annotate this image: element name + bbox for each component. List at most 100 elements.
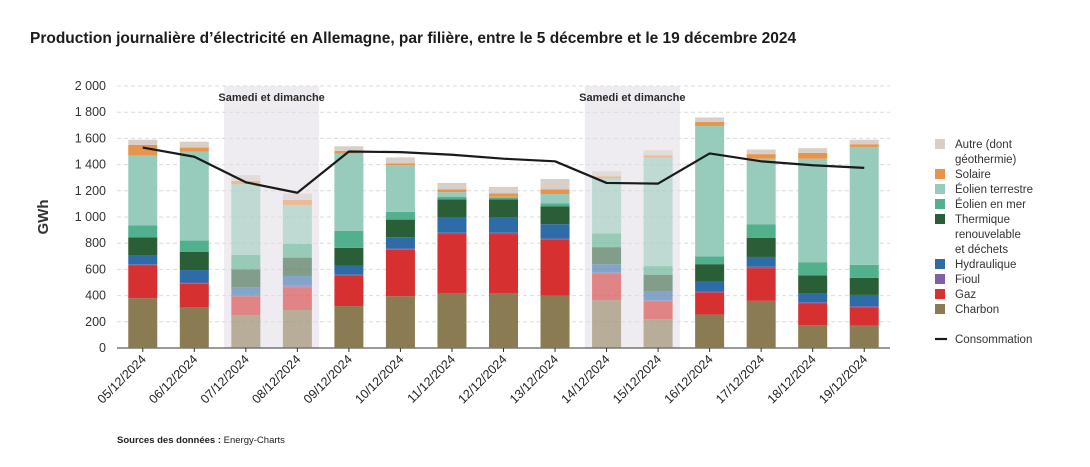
bar-segment xyxy=(282,243,312,258)
bar-segment xyxy=(282,287,312,311)
bar-segment xyxy=(592,273,622,301)
bar-segment xyxy=(643,274,673,292)
bar-segment xyxy=(128,264,158,266)
bar-segment xyxy=(592,247,622,265)
bar-segment xyxy=(798,152,828,159)
bar-segment xyxy=(437,192,467,197)
bar-segment xyxy=(746,266,776,269)
bar-segment xyxy=(128,155,158,226)
bar-segment xyxy=(540,206,570,225)
bar-segment xyxy=(849,307,879,326)
bar-segment xyxy=(128,225,158,238)
bar-segment xyxy=(695,125,725,257)
x-tick-label: 13/12/2024 xyxy=(507,352,561,406)
x-axis: 05/12/202406/12/202407/12/202408/12/2024… xyxy=(95,348,870,406)
bar-segment xyxy=(489,193,518,197)
bar-segment xyxy=(179,151,209,241)
bar-segment xyxy=(179,270,209,283)
bar-segment xyxy=(231,296,261,316)
bar-segment xyxy=(540,224,570,239)
bar-segment xyxy=(592,178,622,234)
x-tick-label: 11/12/2024 xyxy=(405,352,459,406)
x-tick-label: 09/12/2024 xyxy=(301,352,355,406)
bar-segment xyxy=(489,292,518,348)
bar-segment xyxy=(592,233,622,248)
y-tick-label: 1 600 xyxy=(75,131,106,145)
bar-segment xyxy=(179,307,209,348)
bar-segment xyxy=(592,171,622,177)
legend-label: Thermique renouvelable et déchets xyxy=(955,214,1021,256)
bar-segment xyxy=(540,194,570,204)
bar-segment xyxy=(540,238,570,240)
bar-segment xyxy=(385,163,415,166)
legend-item: Solaire xyxy=(935,169,991,181)
bar-segment xyxy=(798,158,828,263)
bar-segment xyxy=(798,275,828,294)
bar-segment xyxy=(592,264,622,273)
chart-title: Production journalière d’électricité en … xyxy=(30,30,797,47)
legend-item: Thermique renouvelable et déchets xyxy=(935,214,1021,256)
legend-item: Consommation xyxy=(935,334,1032,346)
bar-segment xyxy=(437,199,467,217)
bar-segment xyxy=(746,268,776,301)
bar-segment xyxy=(179,141,209,148)
bar-stack xyxy=(179,141,209,348)
bar-segment xyxy=(489,199,518,218)
bar-segment xyxy=(385,237,415,249)
bar-segment xyxy=(849,146,879,265)
bar-segment xyxy=(849,277,879,295)
bar-segment xyxy=(695,117,725,123)
bar-segment xyxy=(385,211,415,220)
bar-segment xyxy=(385,165,415,212)
data-source: Sources des données : Energy-Charts xyxy=(117,435,285,446)
bar-segment xyxy=(437,232,467,235)
x-tick-label: 05/12/2024 xyxy=(95,352,149,406)
legend-label: Gaz xyxy=(955,289,976,301)
weekend-band-label: Samedi et dimanche xyxy=(579,92,685,104)
legend-swatch xyxy=(935,304,945,314)
bar-segment xyxy=(695,292,725,315)
bar-segment xyxy=(746,237,776,257)
legend-label: Fioul xyxy=(955,274,980,286)
legend-swatch xyxy=(935,199,945,209)
bar-segment xyxy=(231,269,261,288)
bar-stack xyxy=(334,146,364,348)
bar-segment xyxy=(385,249,415,297)
x-tick-label: 18/12/2024 xyxy=(765,352,819,406)
bar-segment xyxy=(489,196,518,198)
bar-segment xyxy=(540,189,570,195)
legend-item: Gaz xyxy=(935,289,976,301)
bar-segment xyxy=(334,230,364,248)
bar-segment xyxy=(334,247,364,266)
legend-swatch xyxy=(935,274,945,284)
consumption-line xyxy=(142,146,865,194)
bar-segment xyxy=(179,147,209,152)
legend-item: Charbon xyxy=(935,304,999,316)
bar-segment xyxy=(179,251,209,271)
x-tick-label: 07/12/2024 xyxy=(198,352,252,406)
bar-segment xyxy=(849,139,879,145)
x-tick-label: 10/12/2024 xyxy=(352,352,406,406)
bar-segment xyxy=(128,139,158,145)
bar-segment xyxy=(282,275,312,286)
bar-segment xyxy=(695,291,725,293)
legend-item: Fioul xyxy=(935,274,980,286)
bar-segment xyxy=(282,257,312,276)
x-tick-label: 12/12/2024 xyxy=(455,352,509,406)
bar-segment xyxy=(437,182,467,190)
x-tick-label: 06/12/2024 xyxy=(146,352,200,406)
bar-segment xyxy=(592,176,622,179)
bar-segment xyxy=(437,189,467,193)
bar-segment xyxy=(334,274,364,276)
bar-segment xyxy=(798,293,828,303)
bar-segment xyxy=(231,315,261,348)
bar-segment xyxy=(643,291,673,301)
bar-segment xyxy=(643,266,673,275)
bar-segment xyxy=(128,237,158,256)
bar-segment xyxy=(746,158,776,225)
bar-segment xyxy=(437,292,467,348)
legend-swatch xyxy=(935,259,945,269)
legend-swatch xyxy=(935,139,945,149)
bar-segment xyxy=(282,193,312,200)
